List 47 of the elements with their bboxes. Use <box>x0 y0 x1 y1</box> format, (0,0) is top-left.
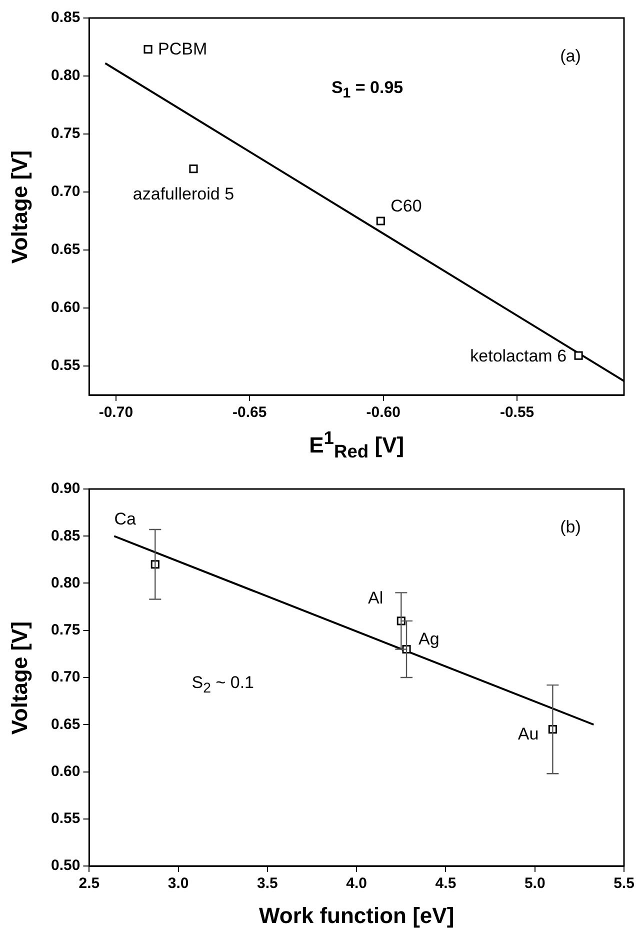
y-tick-label: 0.55 <box>50 357 80 374</box>
annotation: PCBM <box>158 40 208 59</box>
x-tick-label: 3.5 <box>257 875 278 892</box>
y-tick-label: 0.65 <box>50 716 80 733</box>
y-tick-label: 0.80 <box>50 67 80 84</box>
x-tick-label: 5.5 <box>614 875 634 892</box>
annotation: Ca <box>114 510 136 529</box>
y-axis-title: Voltage [V] <box>7 620 32 734</box>
point <box>144 45 152 54</box>
annotation: Al <box>368 588 384 608</box>
y-tick-label: 0.75 <box>50 622 80 639</box>
y-tick-label: 0.85 <box>50 9 80 26</box>
annotation: Ag <box>418 630 440 649</box>
x-tick-label: 3.0 <box>168 875 189 892</box>
x-axis-title: E$^{1}$$_{Red}$ [V] <box>309 426 404 462</box>
x-tick-label: 2.5 <box>78 875 100 892</box>
annotation: C60 <box>390 196 422 216</box>
x-tick-label: 5.0 <box>524 875 546 892</box>
x-axis-title: Work function [eV] <box>259 903 454 928</box>
x-tick-label: -0.55 <box>500 404 534 422</box>
annotation: S$_{2}$ ~ 0.1 <box>192 673 254 697</box>
annotation: S$_{1}$ = 0.95 <box>331 78 404 102</box>
annotation: ketolactam 6 <box>470 346 567 366</box>
y-tick-label: 0.60 <box>50 299 80 316</box>
x-tick-label: -0.65 <box>232 404 267 422</box>
x-tick-label: 4.5 <box>435 875 456 892</box>
x-tick-label: -0.60 <box>366 404 400 422</box>
x-tick-label: -0.70 <box>98 404 134 422</box>
point <box>376 216 385 226</box>
y-axis-title: Voltage [V] <box>7 150 32 264</box>
y-tick-label: 0.60 <box>50 762 80 780</box>
y-tick-label: 0.90 <box>50 480 80 498</box>
point <box>189 164 198 174</box>
point <box>574 351 583 360</box>
annotation: (b) <box>560 517 581 536</box>
y-tick-label: 0.85 <box>50 527 80 544</box>
y-tick-label: 0.55 <box>50 810 80 828</box>
annotation: (a) <box>560 46 581 66</box>
y-tick-label: 0.75 <box>50 125 80 142</box>
y-tick-label: 0.70 <box>50 668 80 686</box>
annotation: azafulleroid 5 <box>132 184 234 204</box>
x-tick-label: 4.0 <box>346 875 368 892</box>
y-tick-label: 0.50 <box>50 857 80 874</box>
y-tick-label: 0.70 <box>50 183 80 200</box>
y-tick-label: 0.80 <box>50 574 80 592</box>
y-tick-label: 0.65 <box>50 241 80 258</box>
annotation: Au <box>518 724 539 744</box>
